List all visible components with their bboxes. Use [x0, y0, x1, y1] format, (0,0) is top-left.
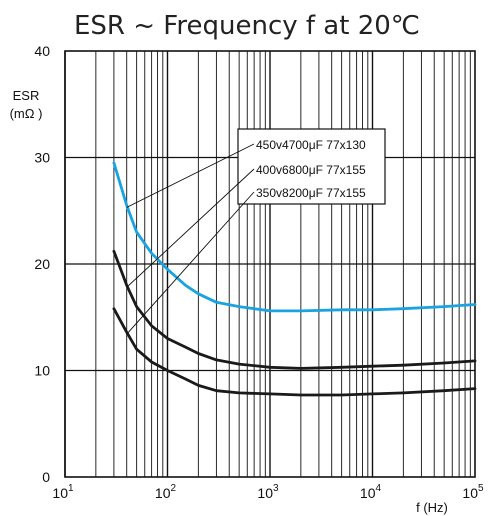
- y-axis-unit: (mΩ ): [10, 106, 43, 121]
- y-axis-label: ESR: [13, 88, 40, 103]
- x-tick-label: 101: [52, 483, 74, 501]
- y-tick-label: 0: [42, 469, 50, 485]
- legend: 450v4700μF 77x130 400v6800μF 77x155 350v82…: [126, 128, 386, 335]
- legend-entry: 400v6800μF 77x155: [256, 163, 366, 177]
- series-line-2: [112, 249, 477, 370]
- legend-box: [237, 128, 386, 205]
- y-tick-label: 30: [34, 150, 50, 166]
- series-line-1: [112, 161, 477, 313]
- chart-title: ESR ~ Frequency f at 20℃: [74, 11, 420, 41]
- legend-entry: 450v4700μF 77x130: [256, 138, 366, 152]
- y-tick-labels: 0 10 20 30 40: [34, 43, 50, 485]
- x-tick-labels: 101 102 103 104 105: [52, 483, 484, 501]
- y-tick-label: 10: [34, 363, 50, 379]
- legend-leader-line: [126, 143, 255, 208]
- legend-entry: 350v8200μF 77x155: [256, 186, 366, 200]
- y-tick-label: 20: [34, 256, 50, 272]
- y-tick-label: 40: [34, 43, 50, 59]
- plot-frame: [64, 50, 476, 478]
- series-lines: [112, 161, 477, 397]
- legend-leader-line: [126, 168, 255, 288]
- x-tick-label: 103: [257, 483, 279, 501]
- x-axis-label: f (Hz): [416, 500, 448, 515]
- legend-leader-line: [126, 191, 255, 335]
- x-tick-label: 102: [155, 483, 177, 501]
- x-tick-label: 105: [462, 483, 484, 501]
- series-line-3: [112, 307, 477, 397]
- x-tick-label: 104: [360, 483, 382, 501]
- grid: [64, 50, 476, 478]
